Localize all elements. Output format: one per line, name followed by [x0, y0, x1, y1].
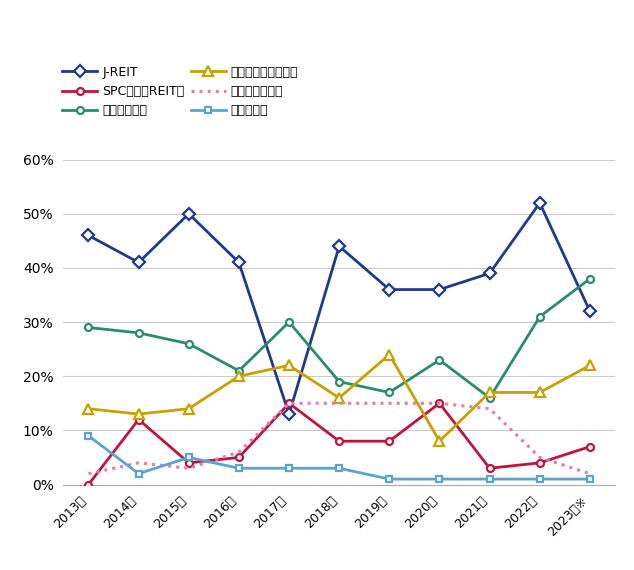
公共等・その他 [385, 400, 393, 407]
Legend: J-REIT, SPC・私募REIT等, 不動産・建設, その他の事業法人等, 公共等・その他, 外資系法人: J-REIT, SPC・私募REIT等, 不動産・建設, その他の事業法人等, … [58, 62, 302, 121]
公共等・その他 [285, 400, 293, 407]
J-REIT [586, 308, 593, 315]
その他の事業法人等 [135, 410, 143, 417]
公共等・その他 [135, 459, 143, 466]
外資系法人 [135, 470, 143, 477]
外資系法人 [436, 475, 443, 482]
SPC・私募REIT等 [385, 438, 393, 445]
J-REIT [385, 286, 393, 293]
公共等・その他 [85, 470, 93, 477]
SPC・私募REIT等 [135, 416, 143, 423]
不動産・建設 [285, 319, 293, 325]
外資系法人 [185, 454, 193, 461]
Line: 公共等・その他: 公共等・その他 [89, 404, 590, 474]
Line: J-REIT: J-REIT [84, 199, 594, 418]
公共等・その他 [335, 400, 343, 407]
J-REIT [436, 286, 443, 293]
不動産・建設 [85, 324, 93, 331]
SPC・私募REIT等 [436, 400, 443, 407]
その他の事業法人等 [385, 351, 393, 358]
外資系法人 [285, 465, 293, 471]
J-REIT [536, 200, 543, 206]
外資系法人 [486, 475, 493, 482]
SPC・私募REIT等 [335, 438, 343, 445]
不動産・建設 [135, 329, 143, 336]
その他の事業法人等 [536, 389, 543, 396]
不動産・建設 [335, 378, 343, 385]
その他の事業法人等 [436, 438, 443, 445]
J-REIT [335, 243, 343, 250]
公共等・その他 [586, 470, 593, 477]
J-REIT [85, 232, 93, 239]
SPC・私募REIT等 [586, 443, 593, 450]
SPC・私募REIT等 [536, 459, 543, 466]
外資系法人 [385, 475, 393, 482]
Line: 外資系法人: 外資系法人 [85, 432, 593, 483]
Line: SPC・私募REIT等: SPC・私募REIT等 [85, 400, 593, 488]
J-REIT [135, 259, 143, 266]
J-REIT [486, 270, 493, 277]
公共等・その他 [185, 465, 193, 471]
外資系法人 [536, 475, 543, 482]
不動産・建設 [235, 367, 243, 374]
その他の事業法人等 [586, 362, 593, 369]
公共等・その他 [536, 454, 543, 461]
外資系法人 [235, 465, 243, 471]
公共等・その他 [436, 400, 443, 407]
不動産・建設 [436, 357, 443, 364]
外資系法人 [586, 475, 593, 482]
その他の事業法人等 [486, 389, 493, 396]
不動産・建設 [536, 314, 543, 320]
SPC・私募REIT等 [185, 459, 193, 466]
Line: 不動産・建設: 不動産・建設 [85, 275, 593, 401]
J-REIT [285, 410, 293, 417]
不動産・建設 [586, 275, 593, 282]
外資系法人 [85, 432, 93, 439]
J-REIT [185, 210, 193, 217]
不動産・建設 [185, 340, 193, 347]
SPC・私募REIT等 [85, 481, 93, 488]
その他の事業法人等 [335, 394, 343, 401]
その他の事業法人等 [185, 405, 193, 412]
外資系法人 [335, 465, 343, 471]
その他の事業法人等 [285, 362, 293, 369]
公共等・その他 [235, 449, 243, 455]
公共等・その他 [486, 405, 493, 412]
不動産・建設 [385, 389, 393, 396]
その他の事業法人等 [235, 373, 243, 380]
SPC・私募REIT等 [285, 400, 293, 407]
その他の事業法人等 [85, 405, 93, 412]
SPC・私募REIT等 [486, 465, 493, 471]
SPC・私募REIT等 [235, 454, 243, 461]
不動産・建設 [486, 394, 493, 401]
J-REIT [235, 259, 243, 266]
Line: その他の事業法人等: その他の事業法人等 [84, 349, 595, 446]
